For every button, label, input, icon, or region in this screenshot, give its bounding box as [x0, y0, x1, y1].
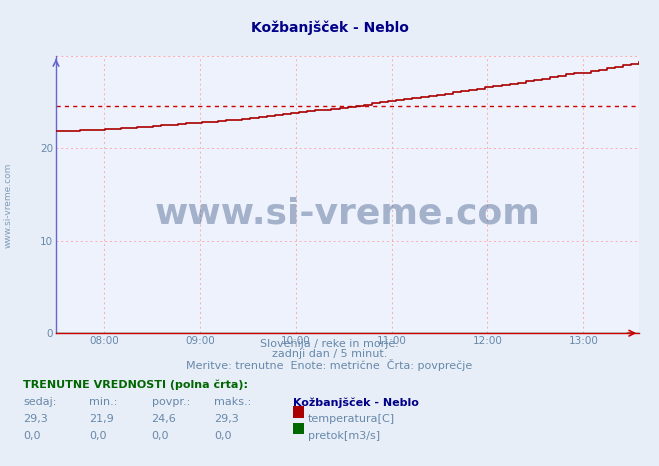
Text: 0,0: 0,0 — [89, 431, 107, 440]
Text: maks.:: maks.: — [214, 397, 252, 407]
Text: temperatura[C]: temperatura[C] — [308, 414, 395, 424]
Text: min.:: min.: — [89, 397, 117, 407]
Text: 0,0: 0,0 — [23, 431, 41, 440]
Text: Meritve: trenutne  Enote: metrične  Črta: povprečje: Meritve: trenutne Enote: metrične Črta: … — [186, 359, 473, 371]
Text: povpr.:: povpr.: — [152, 397, 190, 407]
Text: 0,0: 0,0 — [214, 431, 232, 440]
Text: TRENUTNE VREDNOSTI (polna črta):: TRENUTNE VREDNOSTI (polna črta): — [23, 380, 248, 391]
Text: www.si-vreme.com: www.si-vreme.com — [3, 162, 13, 248]
Text: www.si-vreme.com: www.si-vreme.com — [155, 197, 540, 231]
Text: 24,6: 24,6 — [152, 414, 177, 424]
Text: pretok[m3/s]: pretok[m3/s] — [308, 431, 380, 440]
Text: zadnji dan / 5 minut.: zadnji dan / 5 minut. — [272, 349, 387, 358]
Text: Kožbanjšček - Neblo: Kožbanjšček - Neblo — [293, 397, 419, 408]
Text: 0,0: 0,0 — [152, 431, 169, 440]
Text: 21,9: 21,9 — [89, 414, 114, 424]
Text: Kožbanjšček - Neblo: Kožbanjšček - Neblo — [250, 21, 409, 35]
Text: 29,3: 29,3 — [23, 414, 48, 424]
Text: sedaj:: sedaj: — [23, 397, 57, 407]
Text: Slovenija / reke in morje.: Slovenija / reke in morje. — [260, 339, 399, 349]
Text: 29,3: 29,3 — [214, 414, 239, 424]
